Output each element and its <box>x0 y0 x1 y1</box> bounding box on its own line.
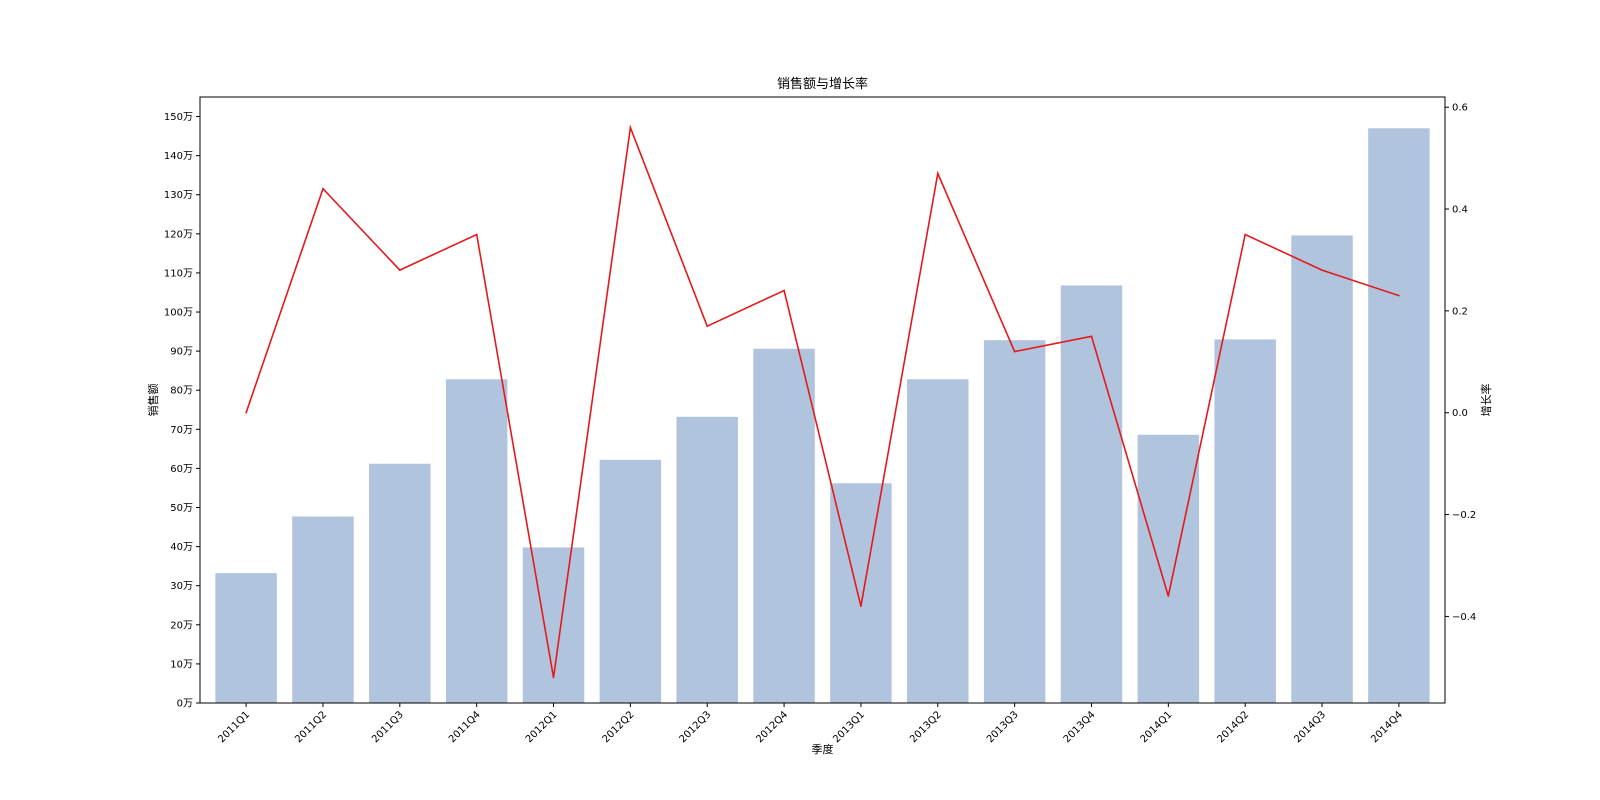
x-tick-label: 2012Q1 <box>524 709 560 745</box>
y-tick-label: 0万 <box>177 699 193 710</box>
y2-axis-label: 增长率 <box>1479 384 1493 417</box>
bar <box>676 416 738 703</box>
x-tick-label: 2011Q3 <box>370 709 406 745</box>
y-tick-label: 90万 <box>170 347 193 358</box>
x-axis-ticks: 2011Q1 2011Q2 2011Q3 2011Q4 2012Q1 2012Q2 2012… <box>216 703 1405 745</box>
y-tick-label: 70万 <box>170 425 193 436</box>
y-tick-label: 40万 <box>170 542 193 553</box>
y2-tick-label: 0.0 <box>1452 408 1468 419</box>
y-tick-label: 30万 <box>170 581 193 592</box>
y-tick-label: 60万 <box>170 464 193 475</box>
x-tick-label: 2011Q4 <box>447 709 483 745</box>
x-tick-label: 2012Q4 <box>754 709 790 745</box>
bar <box>1214 339 1276 703</box>
y-tick-label: 120万 <box>164 229 193 240</box>
growth-point <box>245 411 247 414</box>
growth-point <box>629 126 632 129</box>
growth-point <box>860 605 862 608</box>
bar <box>1368 128 1430 704</box>
x-tick-label: 2013Q2 <box>908 709 944 745</box>
bar <box>1060 285 1123 703</box>
y-tick-label: 20万 <box>170 620 193 631</box>
growth-line-series <box>245 124 1400 679</box>
bar <box>522 547 585 703</box>
plot-frame <box>199 96 1446 704</box>
x-axis-label: 季度 <box>812 742 834 756</box>
growth-point <box>1167 595 1170 597</box>
x-tick-label: 2014Q1 <box>1139 709 1175 745</box>
chart-title: 销售额与增长率 <box>777 76 868 92</box>
left-axis-ticks: 0万 10万 20万 30万 40万 50万 60万 70万 80万 90万 100万 110万 120… <box>164 112 200 710</box>
growth-point <box>1244 233 1246 236</box>
growth-point <box>322 187 324 190</box>
growth-point <box>1013 350 1016 353</box>
bar <box>907 379 969 703</box>
growth-point <box>552 676 555 679</box>
bar <box>983 340 1046 703</box>
growth-point <box>399 269 401 271</box>
x-tick-label: 2014Q4 <box>1369 709 1405 745</box>
y-tick-label: 80万 <box>170 386 193 397</box>
growth-point <box>706 325 709 327</box>
x-tick-label: 2014Q2 <box>1215 709 1251 745</box>
y2-tick-label: 0.4 <box>1452 205 1468 216</box>
x-tick-label: 2013Q4 <box>1062 709 1098 745</box>
growth-point <box>1321 269 1323 271</box>
x-tick-label: 2013Q3 <box>985 709 1021 745</box>
growth-point <box>475 233 478 236</box>
growth-point <box>1398 294 1400 297</box>
y-tick-label: 140万 <box>164 151 193 162</box>
y-tick-label: 110万 <box>164 268 193 279</box>
x-tick-label: 2012Q3 <box>678 709 714 745</box>
bar <box>1291 235 1353 703</box>
growth-line <box>245 124 1400 678</box>
y2-tick-label: 0.2 <box>1452 306 1468 317</box>
x-tick-label: 2011Q1 <box>216 709 252 745</box>
y2-tick-label: −0.4 <box>1452 612 1476 623</box>
bar <box>215 573 277 703</box>
growth-point <box>936 172 939 175</box>
y2-tick-label: −0.2 <box>1452 510 1476 521</box>
x-tick-label: 2011Q2 <box>293 709 329 745</box>
x-tick-label: 2012Q2 <box>601 709 637 745</box>
bar-series <box>215 128 1430 704</box>
bar <box>753 348 815 703</box>
y-tick-label: 150万 <box>164 112 193 123</box>
y-tick-label: 100万 <box>164 308 193 319</box>
x-tick-label: 2013Q1 <box>831 709 867 745</box>
x-tick-label: 2014Q3 <box>1292 709 1328 745</box>
growth-point <box>783 289 785 292</box>
y-tick-label: 10万 <box>170 659 193 670</box>
bar <box>1137 434 1200 703</box>
bar <box>292 516 354 703</box>
right-axis-ticks: −0.4 −0.2 0.0 0.2 0.4 0.6 <box>1445 103 1476 623</box>
growth-point <box>1090 335 1093 338</box>
y-tick-label: 50万 <box>170 503 193 514</box>
bar <box>445 379 508 703</box>
y2-tick-label: 0.6 <box>1452 103 1468 114</box>
bar <box>599 459 662 703</box>
bar <box>369 463 431 703</box>
y-tick-label: 130万 <box>164 190 193 201</box>
y-axis-label: 销售额 <box>146 384 160 417</box>
